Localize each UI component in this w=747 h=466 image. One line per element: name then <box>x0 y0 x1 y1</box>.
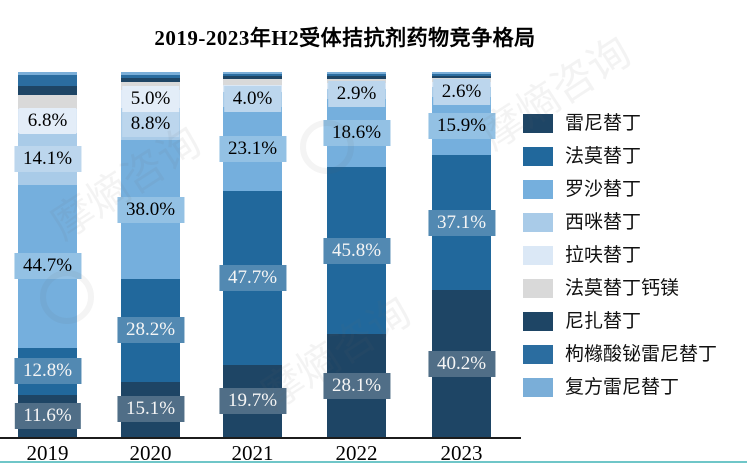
legend-swatch <box>523 147 553 166</box>
bar-segment <box>327 72 386 74</box>
bottom-divider <box>0 461 747 463</box>
legend-swatch <box>523 213 553 232</box>
legend-swatch <box>523 378 553 397</box>
legend-item: 尼扎替丁 <box>523 312 717 331</box>
bar-segment <box>18 74 77 86</box>
segment-value-label: 28.1% <box>322 372 391 399</box>
bar-segment <box>121 81 180 90</box>
legend-label: 复方雷尼替丁 <box>565 377 680 398</box>
bar-segment <box>223 73 282 77</box>
bar-segment <box>18 95 77 109</box>
segment-value-label: 44.7% <box>13 253 82 280</box>
segment-value-label: 5.0% <box>121 86 180 113</box>
segment-value-label: 4.0% <box>223 86 282 113</box>
legend-label: 罗沙替丁 <box>565 179 642 200</box>
legend-label: 西咪替丁 <box>565 212 642 233</box>
bar-segment <box>18 85 77 96</box>
segment-value-label: 2.6% <box>432 79 491 106</box>
legend-label: 拉呋替丁 <box>565 245 642 266</box>
legend-swatch <box>523 345 553 364</box>
legend-item: 罗沙替丁 <box>523 180 717 199</box>
segment-value-label: 12.8% <box>13 358 82 385</box>
bar-segment <box>121 78 180 82</box>
legend-item: 复方雷尼替丁 <box>523 378 717 397</box>
segment-value-label: 14.1% <box>13 146 82 173</box>
segment-value-label: 19.7% <box>218 388 287 415</box>
legend-swatch <box>523 279 553 298</box>
plot-area: 11.6% 12.8% 44.7% 14.1% 6.8% 15.1% 28.2% 38.0% 8… <box>0 72 521 437</box>
stacked-bar: 19.7% 47.7% 23.1% 4.0% <box>218 72 287 437</box>
legend-label: 枸橼酸铋雷尼替丁 <box>565 344 718 365</box>
stacked-bar: 40.2% 37.1% 15.9% 2.6% <box>427 72 496 437</box>
segment-value-label: 18.6% <box>322 120 391 147</box>
bar-segment <box>223 72 282 74</box>
legend: 雷尼替丁法莫替丁罗沙替丁西咪替丁拉呋替丁法莫替丁钙镁 尼扎替丁枸橼酸铋雷尼替丁 复方… <box>523 114 717 397</box>
segment-value-label: 38.0% <box>116 196 185 223</box>
segment-value-label: 45.8% <box>322 237 391 264</box>
stacked-bar: 15.1% 28.2% 38.0% 8.8% 5.0% <box>116 72 185 437</box>
legend-label: 雷尼替丁 <box>565 113 642 134</box>
segment-value-label: 23.1% <box>218 135 287 162</box>
segment-value-label: 15.9% <box>427 112 496 139</box>
segment-value-label: 2.9% <box>327 81 386 108</box>
bar-segment <box>432 75 491 79</box>
bar-segment <box>327 76 386 79</box>
bar-segment <box>432 73 491 76</box>
bar-segment <box>432 72 491 74</box>
legend-item: 枸橼酸铋雷尼替丁 <box>523 345 717 364</box>
segment-value-label: 37.1% <box>427 209 496 236</box>
legend-item: 雷尼替丁 <box>523 114 717 133</box>
legend-item: 法莫替丁 <box>523 147 717 166</box>
bar-segment <box>327 78 386 83</box>
segment-value-label: 47.7% <box>218 265 287 292</box>
bar-segment <box>18 72 77 75</box>
stacked-bar: 28.1% 45.8% 18.6% 2.9% <box>322 72 391 437</box>
bar-segment <box>223 79 282 85</box>
legend-label: 法莫替丁 <box>565 146 642 167</box>
legend-swatch <box>523 180 553 199</box>
bar-segment <box>121 74 180 79</box>
segment-value-label: 6.8% <box>18 107 77 134</box>
legend-item: 拉呋替丁 <box>523 246 717 265</box>
legend-item: 法莫替丁钙镁 <box>523 279 717 298</box>
segment-value-label: 28.2% <box>116 317 185 344</box>
legend-swatch <box>523 246 553 265</box>
chart-title: 2019-2023年H2受体拮抗剂药物竞争格局 <box>154 26 536 50</box>
legend-swatch <box>523 312 553 331</box>
legend-item: 西咪替丁 <box>523 213 717 232</box>
segment-value-label: 15.1% <box>116 396 185 423</box>
segment-value-label: 40.2% <box>427 350 496 377</box>
legend-label: 法莫替丁钙镁 <box>565 278 680 299</box>
stacked-bar: 11.6% 12.8% 44.7% 14.1% 6.8% <box>13 72 82 437</box>
legend-swatch <box>523 114 553 133</box>
bar-segment <box>121 72 180 75</box>
segment-value-label: 11.6% <box>14 402 81 429</box>
bar-segment <box>327 73 386 77</box>
x-axis-line <box>0 437 521 439</box>
legend-label: 尼扎替丁 <box>565 311 642 332</box>
bar-segment <box>223 76 282 80</box>
segment-value-label: 8.8% <box>121 111 180 138</box>
